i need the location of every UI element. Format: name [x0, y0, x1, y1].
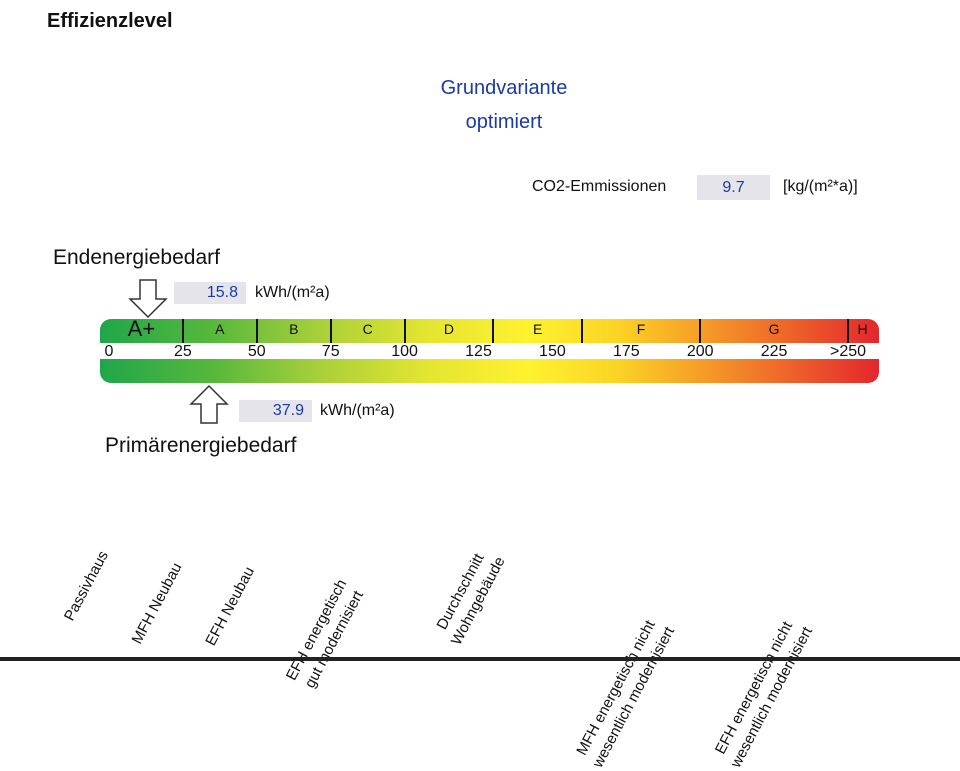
primaerenergie-value-field: 37.9	[239, 400, 312, 422]
endenergie-down-arrow-icon	[128, 279, 168, 319]
category-efh-gut-modernisiert: EFH energetisch gut modernisiert	[282, 576, 370, 693]
class-divider	[403, 319, 406, 343]
endenergie-unit: kWh/(m²a)	[255, 284, 330, 301]
scale-tick-label: 100	[391, 343, 418, 360]
efficiency-class-label: F	[636, 321, 646, 337]
co2-label: CO2-Emmissionen	[532, 178, 667, 195]
scale-tick-label: 75	[321, 343, 340, 360]
category-mfh-neubau: MFH Neubau	[127, 560, 187, 648]
scale-tick-label: 225	[760, 343, 788, 360]
efficiency-class-label: C	[362, 321, 373, 337]
bottom-border	[0, 657, 960, 661]
page-title: Effizienzlevel	[47, 10, 173, 32]
category-efh-neubau-label: EFH Neubau	[202, 564, 259, 649]
primaerenergie-unit: kWh/(m²a)	[320, 402, 395, 419]
co2-value-field: 9.7	[697, 175, 770, 200]
class-divider	[699, 319, 702, 343]
efficiency-class-label: A+	[127, 316, 156, 341]
variant-subtitle: optimiert	[465, 111, 543, 133]
efficiency-scale-bar-bottom	[100, 359, 879, 383]
scale-tick-label: >250	[829, 343, 867, 360]
category-passivhaus: Passivhaus	[60, 548, 114, 625]
category-mfh-nicht-modernisiert: MFH energetisch nicht wesentlich moderni…	[571, 614, 680, 771]
primaerenergie-heading: Primärenergiebedarf	[105, 434, 297, 457]
class-divider	[580, 319, 583, 343]
efficiency-class-label: A	[215, 321, 225, 337]
endenergie-heading: Endenergiebedarf	[53, 246, 220, 269]
category-mfh-neubau-label: MFH Neubau	[128, 560, 186, 647]
efficiency-class-label: E	[532, 321, 543, 337]
endenergie-value-field: 15.8	[174, 282, 246, 304]
efficiency-scale-bar-top	[100, 319, 879, 343]
scale-tick-label: 150	[539, 343, 566, 360]
class-divider	[847, 319, 849, 343]
variant-title: Grundvariante	[440, 77, 568, 99]
efficiency-class-label: D	[443, 321, 454, 337]
scale-tick-label: 125	[465, 343, 492, 360]
scale-tick-label: 25	[173, 343, 192, 360]
co2-unit: [kg/(m²*a)]	[783, 178, 858, 195]
primaerenergie-up-arrow-icon	[189, 384, 229, 424]
scale-tick-label: 175	[612, 343, 640, 360]
efficiency-class-label: H	[857, 321, 868, 337]
scale-tick-label: 0	[104, 343, 114, 360]
class-divider	[329, 319, 332, 343]
category-efh-neubau: EFH Neubau	[202, 564, 260, 650]
class-divider	[492, 319, 495, 343]
class-divider	[181, 319, 184, 343]
category-efh-nicht-modernisiert: EFH energetisch nicht wesentlich moderni…	[709, 614, 818, 771]
class-divider	[255, 319, 258, 343]
scale-tick-label: 50	[247, 343, 266, 360]
scale-tick-label: 200	[686, 343, 714, 360]
efficiency-class-label: G	[768, 321, 780, 337]
category-passivhaus-label: Passivhaus	[61, 548, 113, 624]
efficiency-class-label: B	[289, 321, 299, 337]
category-durchschnitt-wohngebaeude: Durchschnitt Wohngebäude	[429, 544, 510, 649]
